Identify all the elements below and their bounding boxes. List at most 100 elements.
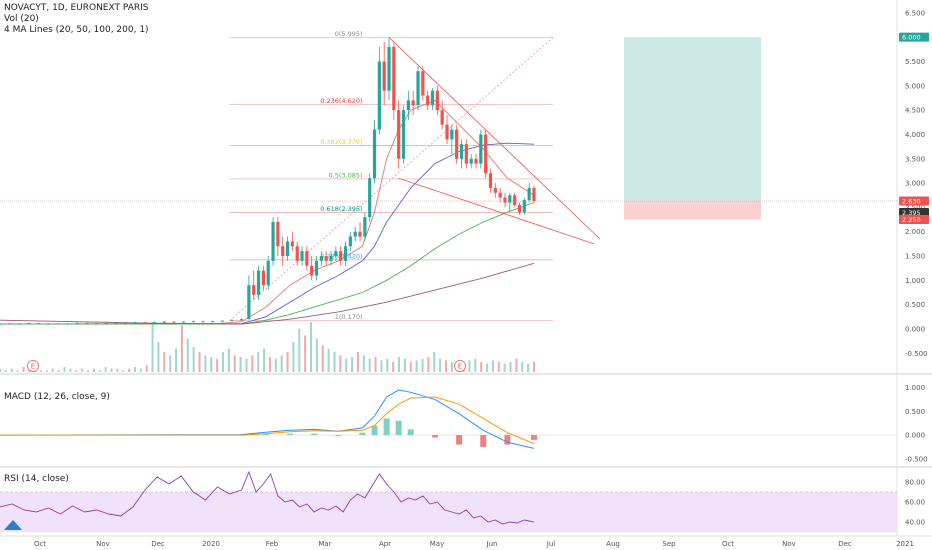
y-tick-label: 2.500: [905, 204, 925, 212]
rsi-tick-label: 40.00: [905, 519, 925, 527]
volume-bar: [480, 362, 483, 372]
volume-bar: [491, 360, 494, 372]
rsi-indicator-label[interactable]: RSI (14, close): [4, 474, 69, 484]
candle-body: [532, 187, 536, 202]
volume-bar: [51, 368, 54, 372]
volume-bar: [0, 368, 1, 372]
x-tick-label: Sep: [662, 540, 676, 548]
candle-body: [162, 321, 166, 323]
candle-body: [329, 256, 333, 261]
volume-bar: [268, 357, 271, 372]
volume-bar: [110, 368, 113, 372]
volume-bar: [4, 370, 7, 372]
volume-bar: [315, 338, 318, 372]
candle-body: [479, 134, 483, 164]
x-tick-label: Nov: [96, 540, 110, 548]
candlestick-series: [0, 37, 536, 325]
macd-tick-label: 0.500: [905, 408, 925, 416]
candle-body: [133, 322, 137, 324]
x-tick-label: Oct: [34, 540, 46, 548]
candle-body: [240, 319, 244, 321]
candle-body: [324, 256, 328, 261]
candle-body: [392, 46, 396, 111]
volume-bar: [474, 358, 477, 372]
candle-body: [455, 129, 459, 159]
candle-body: [397, 110, 401, 159]
volume-bar: [509, 362, 512, 372]
rsi-tick-label: 80.00: [905, 479, 925, 487]
macd-tick-label: 0.000: [905, 432, 925, 440]
candle-body: [430, 90, 435, 106]
candle-body: [488, 173, 493, 188]
macd-histogram-bar: [335, 435, 342, 437]
price-tag-label: 2.395: [902, 209, 921, 217]
volume-bar: [122, 370, 125, 372]
volume-bar: [198, 352, 201, 372]
volume-bar: [368, 358, 371, 372]
y-tick-label: 2.000: [905, 228, 925, 236]
macd-tick-label: 1.000: [905, 384, 925, 392]
candle-body: [56, 323, 60, 325]
ma-200-line: [0, 262, 535, 325]
y-tick-label: -0.500: [905, 350, 928, 358]
symbol-title[interactable]: NOVACYT, 1D, EURONEXT PARIS: [4, 3, 149, 13]
macd-histogram-bar: [286, 433, 293, 436]
candle-body: [459, 144, 464, 159]
candle-body: [464, 144, 468, 164]
volume-bar: [333, 352, 336, 372]
x-tick-label: Oct: [722, 540, 734, 548]
volume-bar: [450, 362, 453, 372]
volume-bar: [392, 362, 395, 372]
candle-body: [285, 241, 290, 257]
candle-body: [271, 221, 275, 261]
price-tag: [899, 207, 929, 217]
candle-body: [300, 251, 304, 261]
y-tick-label: 3.500: [905, 155, 925, 163]
volume-bar: [468, 360, 471, 372]
volume-bar: [327, 348, 330, 372]
rsi-tick-label: 60.00: [905, 499, 925, 507]
x-tick-label: Mar: [318, 540, 331, 548]
price-axis: 6.500 6.000 5.500 5.000 4.500 4.000 3.500 3.000…: [905, 9, 928, 526]
volume-indicator-label[interactable]: Vol (20): [4, 14, 39, 24]
macd-histogram-bar: [431, 435, 438, 438]
fib-level-label: 0(5.995): [335, 30, 363, 38]
volume-bar: [57, 370, 60, 372]
ma-indicator-label[interactable]: 4 MA Lines (20, 50, 100, 200, 1): [4, 25, 149, 35]
candle-body: [17, 323, 21, 325]
macd-histogram-bar: [262, 433, 269, 436]
tradingview-logo-icon: [4, 520, 22, 530]
volume-bar: [145, 365, 148, 372]
candle-body: [95, 323, 99, 325]
volume-bar: [128, 368, 131, 372]
candle-body: [220, 320, 224, 322]
candle-body: [334, 251, 338, 257]
candle-body: [503, 197, 507, 203]
candle-body: [508, 195, 512, 203]
volume-bar: [163, 352, 166, 372]
grid: [0, 0, 932, 537]
candle-body: [201, 321, 205, 323]
candle-body: [0, 323, 2, 325]
macd-histogram-bar: [371, 425, 378, 436]
volume-bar: [251, 355, 254, 372]
macd-indicator-label[interactable]: MACD (12, 26, close, 9): [4, 392, 110, 402]
candle-body: [450, 129, 454, 140]
candle-body: [75, 323, 79, 325]
macd-histogram-bar: [395, 420, 402, 436]
macd-tick-label: -0.500: [905, 455, 928, 463]
candle-body: [104, 323, 108, 325]
volume-bar: [139, 368, 142, 372]
volume-bar: [98, 370, 101, 372]
earnings-marker: [27, 360, 39, 372]
volume-bar: [63, 367, 66, 372]
candle-body: [348, 236, 352, 247]
fib-level-label: 0.382(3.770): [320, 138, 362, 146]
candle-body: [421, 71, 425, 96]
fib-level-label: 1(0.170): [335, 313, 363, 321]
candle-body: [319, 256, 323, 261]
y-tick-label: 4.000: [905, 131, 925, 139]
volume-bar: [81, 368, 84, 372]
candle-body: [358, 231, 362, 237]
